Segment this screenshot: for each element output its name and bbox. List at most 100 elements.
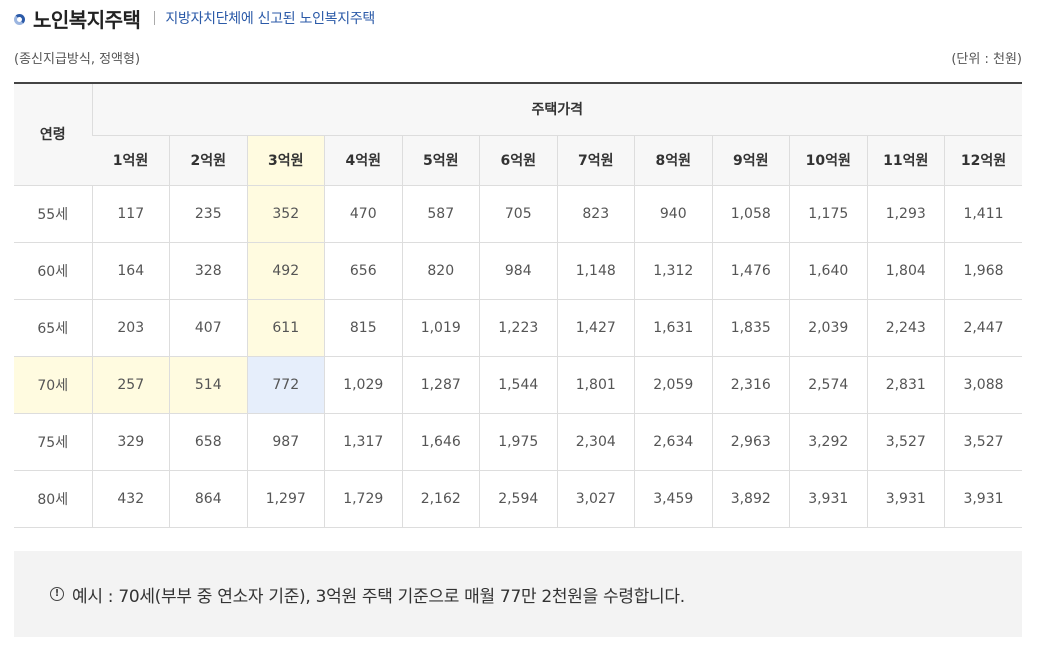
value-cell: 1,476 <box>711 242 790 300</box>
bullet-icon <box>14 13 25 25</box>
price-column-header: 9억원 <box>711 135 790 186</box>
value-cell: 514 <box>169 356 247 414</box>
value-cell: 1,058 <box>711 185 790 243</box>
table-header-row: 연령 주택가격 <box>14 83 1022 186</box>
value-cell: 492 <box>246 242 325 300</box>
payment-method-note: (종신지급방식, 정액형) <box>14 52 141 67</box>
price-column-header: 12억원 <box>944 135 1022 186</box>
value-cell: 329 <box>91 413 170 471</box>
section-subtitle: 지방자치단체에 신고된 노인복지주택 <box>165 11 375 27</box>
value-cell: 164 <box>91 242 170 300</box>
price-column-header: 11억원 <box>866 135 945 186</box>
value-cell: 1,646 <box>401 413 480 471</box>
value-cell: 1,835 <box>711 299 790 357</box>
age-cell: 75세 <box>14 413 92 471</box>
value-cell: 587 <box>401 185 480 243</box>
value-cell: 1,640 <box>789 242 867 300</box>
value-cell: 2,243 <box>866 299 945 357</box>
value-cell: 3,931 <box>944 470 1022 528</box>
value-cell: 705 <box>479 185 557 243</box>
value-cell: 772 <box>246 356 325 414</box>
value-cell: 3,292 <box>789 413 867 471</box>
value-cell: 1,544 <box>479 356 557 414</box>
table-body: 55세 117 235 352 470 587 705 823 940 1,058 1,175 1,2… <box>14 185 1022 528</box>
value-cell: 257 <box>91 356 170 414</box>
section-header: 노인복지주택 지방자치단체에 신고된 노인복지주택 <box>14 4 375 32</box>
age-cell: 80세 <box>14 470 92 528</box>
age-cell: 55세 <box>14 185 92 243</box>
price-column-header: 1억원 <box>92 135 170 186</box>
value-cell: 1,411 <box>944 185 1022 243</box>
value-cell: 3,088 <box>944 356 1022 414</box>
value-cell: 1,317 <box>324 413 402 471</box>
age-cell: 60세 <box>14 242 92 300</box>
value-cell: 1,029 <box>324 356 402 414</box>
value-cell: 1,631 <box>634 299 712 357</box>
table-row: 70세 257 514 772 1,029 1,287 1,544 1,801 2,059 2,3… <box>14 356 1022 414</box>
value-cell: 432 <box>91 470 170 528</box>
value-cell: 1,312 <box>634 242 712 300</box>
value-cell: 3,931 <box>866 470 945 528</box>
value-cell: 823 <box>556 185 635 243</box>
value-cell: 2,574 <box>789 356 867 414</box>
value-cell: 3,892 <box>711 470 790 528</box>
value-cell: 2,059 <box>634 356 712 414</box>
value-cell: 987 <box>246 413 325 471</box>
example-box: ! 예시 : 70세(부부 중 연소자 기준), 3억원 주택 기준으로 매월 … <box>14 551 1022 637</box>
age-cell: 65세 <box>14 299 92 357</box>
value-cell: 3,527 <box>866 413 945 471</box>
price-column-header: 5억원 <box>401 135 480 186</box>
price-column-header: 2억원 <box>169 135 247 186</box>
price-column-header: 3억원 <box>246 135 325 186</box>
price-column-header: 8억원 <box>634 135 712 186</box>
example-text: 예시 : 70세(부부 중 연소자 기준), 3억원 주택 기준으로 매월 77… <box>72 586 685 607</box>
value-cell: 3,527 <box>944 413 1022 471</box>
value-cell: 1,175 <box>789 185 867 243</box>
value-cell: 2,316 <box>711 356 790 414</box>
value-cell: 940 <box>634 185 712 243</box>
price-column-header: 10억원 <box>789 135 867 186</box>
value-cell: 407 <box>169 299 247 357</box>
value-cell: 203 <box>91 299 170 357</box>
section-title: 노인복지주택 <box>33 7 141 32</box>
pension-table: 연령 주택가격 1억원 2억원 3억원 4억원 5억원 6억원 7억원 8억원 9억원 10억원 1… <box>14 82 1022 528</box>
value-cell: 1,287 <box>401 356 480 414</box>
price-column-header: 4억원 <box>324 135 402 186</box>
value-cell: 1,297 <box>246 470 325 528</box>
table-row: 60세 164 328 492 656 820 984 1,148 1,312 1,476 1,64… <box>14 242 1022 300</box>
value-cell: 2,594 <box>479 470 557 528</box>
price-column-header: 7억원 <box>556 135 635 186</box>
value-cell: 470 <box>324 185 402 243</box>
value-cell: 3,459 <box>634 470 712 528</box>
value-cell: 352 <box>246 185 325 243</box>
value-cell: 1,293 <box>866 185 945 243</box>
value-cell: 2,447 <box>944 299 1022 357</box>
price-columns-row: 1억원 2억원 3억원 4억원 5억원 6억원 7억원 8억원 9억원 10억원 11억원 12억원 <box>14 135 1022 186</box>
value-cell: 2,831 <box>866 356 945 414</box>
table-row: 65세 203 407 611 815 1,019 1,223 1,427 1,631 1,835… <box>14 299 1022 357</box>
value-cell: 3,027 <box>556 470 635 528</box>
value-cell: 1,729 <box>324 470 402 528</box>
value-cell: 328 <box>169 242 247 300</box>
value-cell: 1,975 <box>479 413 557 471</box>
table-row: 80세 432 864 1,297 1,729 2,162 2,594 3,027 3,459 3… <box>14 470 1022 528</box>
value-cell: 2,634 <box>634 413 712 471</box>
unit-note: (단위 : 천원) <box>951 52 1022 67</box>
value-cell: 815 <box>324 299 402 357</box>
age-column-header: 연령 <box>14 83 92 186</box>
value-cell: 864 <box>169 470 247 528</box>
value-cell: 656 <box>324 242 402 300</box>
price-column-header: 6억원 <box>479 135 557 186</box>
value-cell: 820 <box>401 242 480 300</box>
value-cell: 117 <box>91 185 170 243</box>
table-row: 55세 117 235 352 470 587 705 823 940 1,058 1,175 1,2… <box>14 185 1022 243</box>
value-cell: 611 <box>246 299 325 357</box>
value-cell: 2,162 <box>401 470 480 528</box>
house-price-header: 주택가격 <box>91 83 1022 136</box>
value-cell: 1,427 <box>556 299 635 357</box>
value-cell: 1,019 <box>401 299 480 357</box>
value-cell: 1,804 <box>866 242 945 300</box>
value-cell: 1,148 <box>556 242 635 300</box>
title-divider <box>154 11 156 25</box>
age-cell: 70세 <box>14 356 92 414</box>
